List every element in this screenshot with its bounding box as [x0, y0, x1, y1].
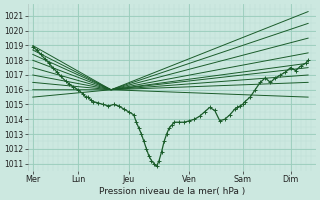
X-axis label: Pression niveau de la mer( hPa ): Pression niveau de la mer( hPa )	[99, 187, 245, 196]
